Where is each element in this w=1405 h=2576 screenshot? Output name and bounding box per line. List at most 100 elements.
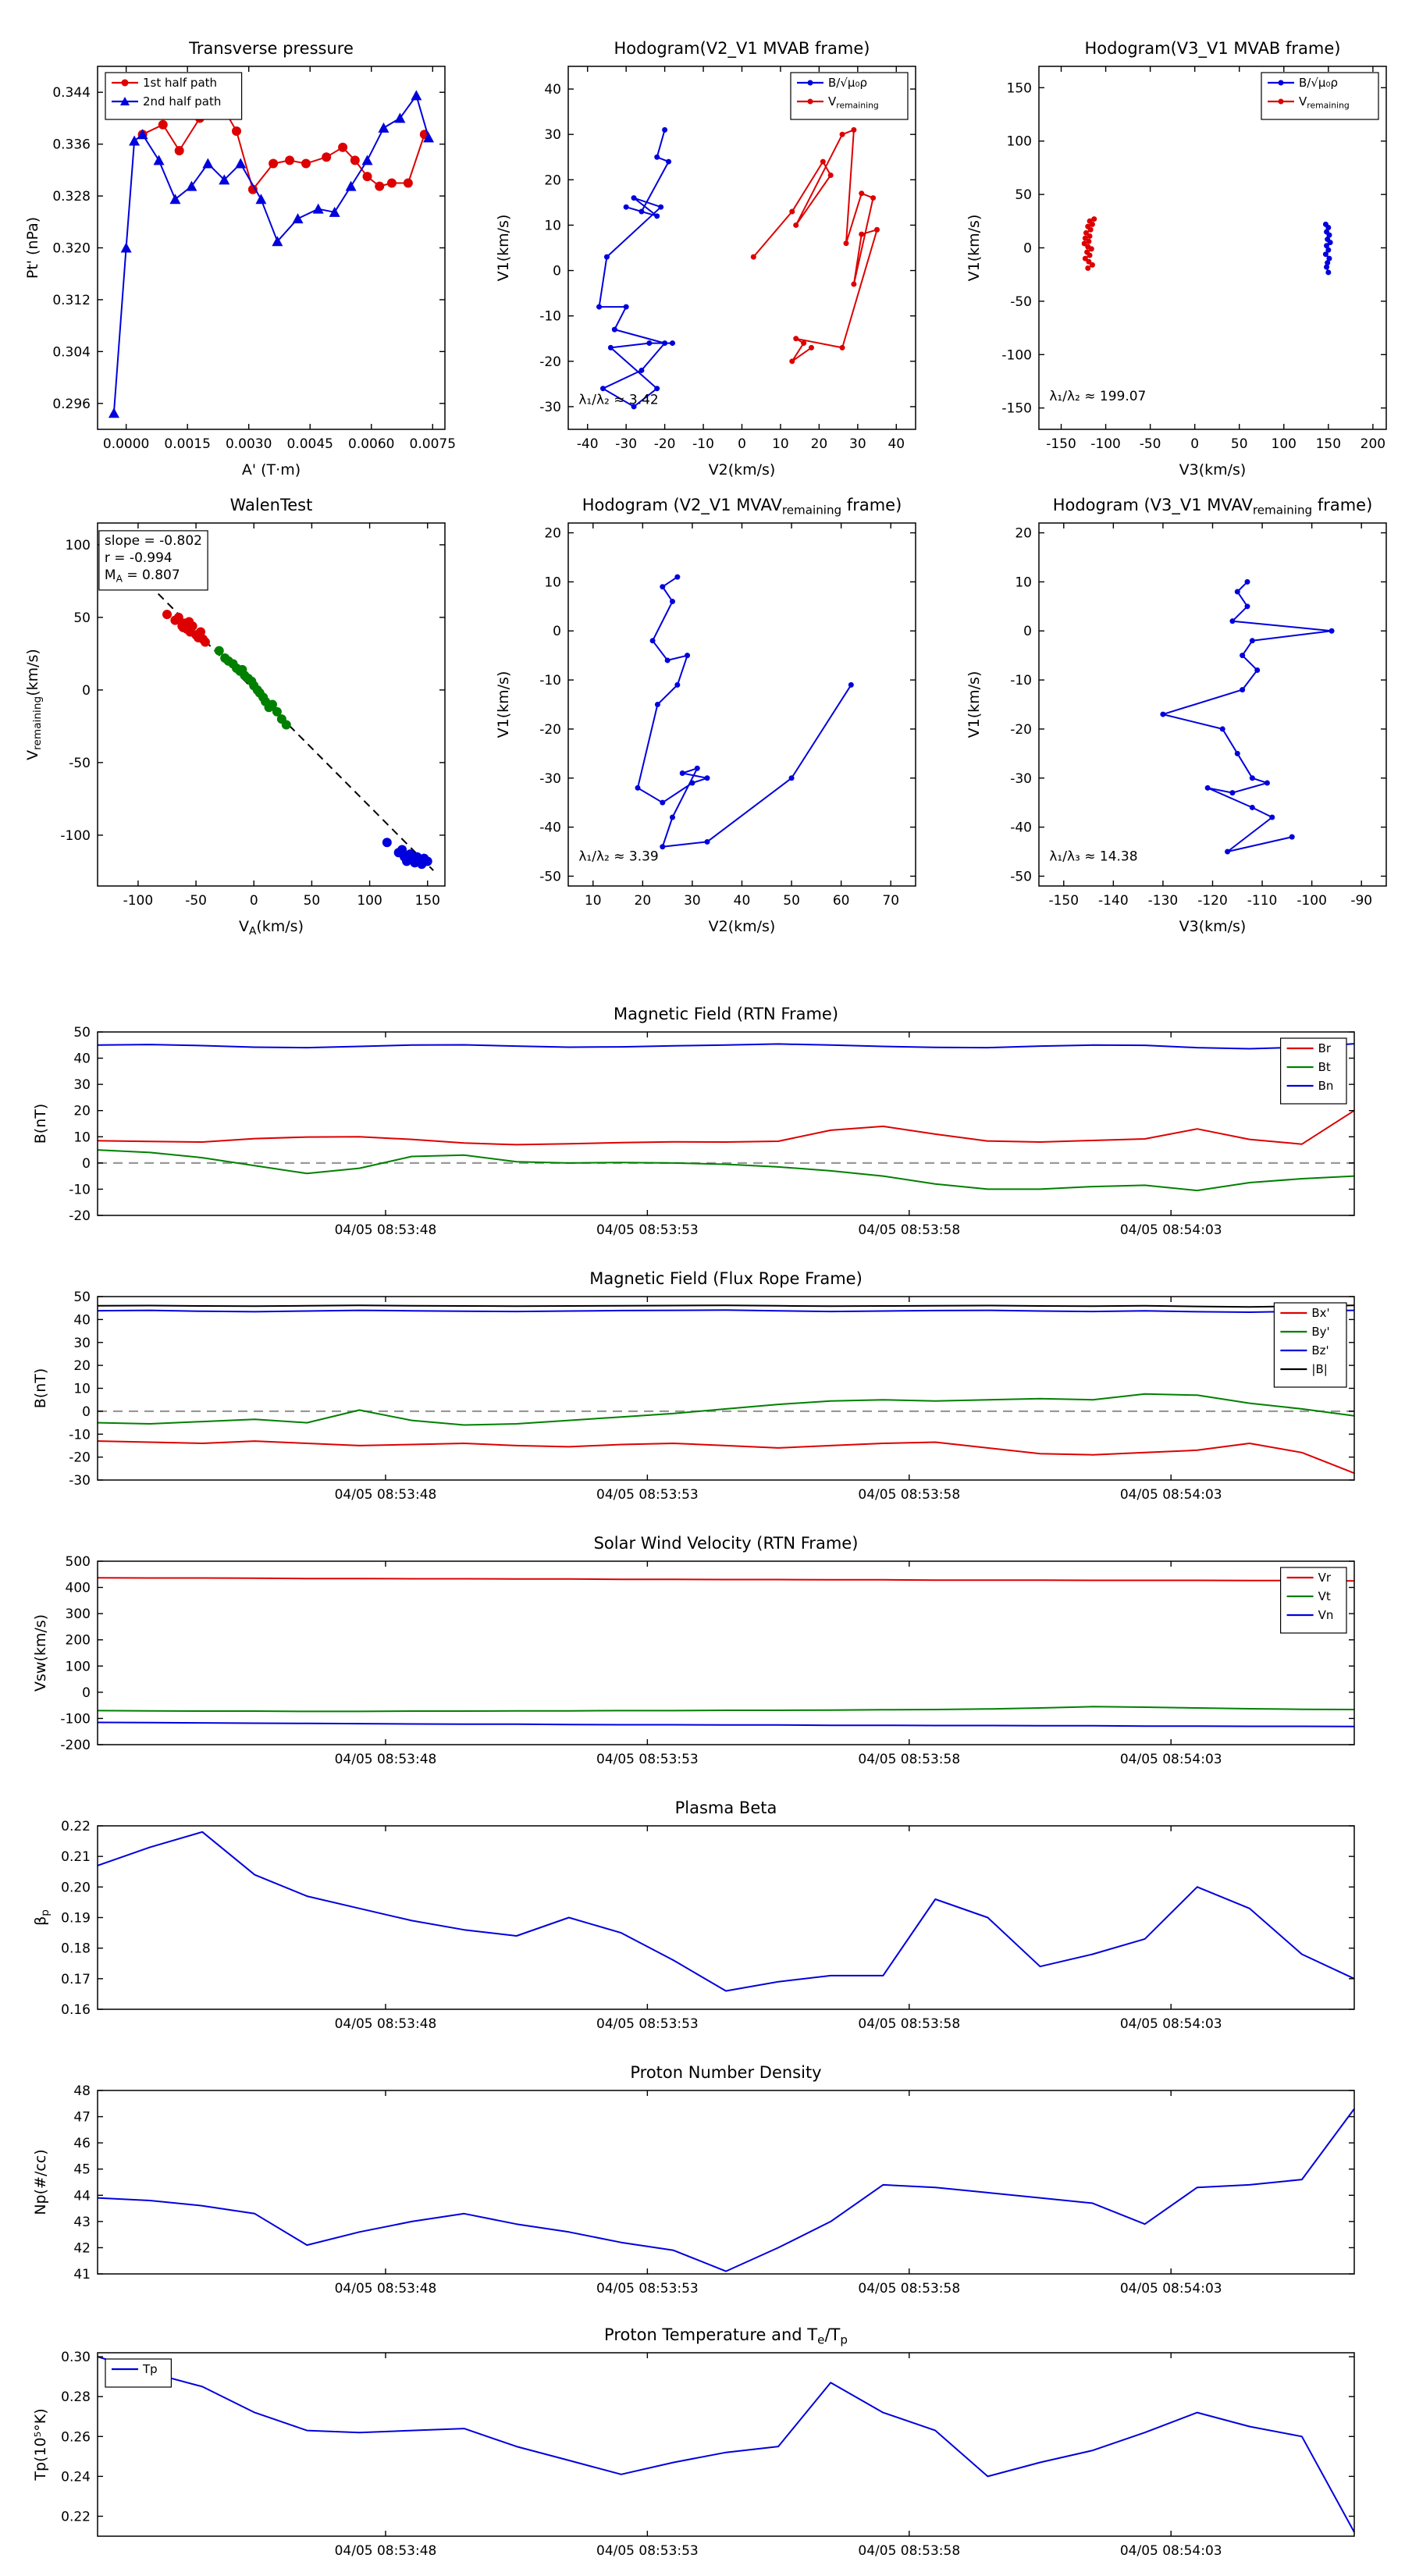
y-tick-label: 0.22: [61, 2509, 91, 2524]
x-tick-label: 04/05 08:53:48: [335, 1752, 437, 1767]
x-tick-label: 04/05 08:53:53: [596, 2543, 699, 2559]
y-tick-label: 0.22: [61, 1819, 91, 1834]
x-tick-label: 0.0015: [164, 436, 210, 452]
y-tick-label: 30: [73, 1336, 91, 1351]
x-tick-label: 30: [849, 436, 866, 452]
x-axis-label: V2(km/s): [709, 461, 776, 479]
y-axis-label: V1(km/s): [495, 215, 512, 282]
panel-title: Proton Temperature and Te/Tp: [604, 2325, 848, 2347]
x-tick-label: 0.0030: [226, 436, 272, 452]
legend: Bx' By' Bz' |B|: [1273, 1302, 1347, 1388]
legend: 1st half path 2nd half path: [105, 72, 243, 120]
y-tick-label: 0: [82, 683, 91, 699]
y-tick-label: -30: [69, 1473, 91, 1489]
series-first-half-path: [137, 91, 429, 194]
axes-frame: [97, 2090, 1355, 2275]
x-tick-label: 04/05 08:53:58: [858, 1752, 960, 1767]
panel-title: Solar Wind Velocity (RTN Frame): [594, 1534, 859, 1553]
x-tick-label: 20: [635, 893, 652, 909]
y-tick-label: 0.336: [52, 137, 91, 153]
panel-title: Magnetic Field (Flux Rope Frame): [589, 1269, 863, 1288]
y-tick-label: 0.18: [61, 1941, 91, 1957]
legend: Vr Vt Vn: [1279, 1567, 1347, 1634]
x-tick-label: -140: [1098, 893, 1129, 909]
y-tick-label: 20: [73, 1358, 91, 1374]
x-tick-label: 30: [684, 893, 701, 909]
y-tick-label: 44: [73, 2188, 91, 2204]
y-tick-label: 0: [82, 1685, 91, 1701]
x-tick-label: 04/05 08:54:03: [1120, 1487, 1222, 1503]
annotation-text: r = -0.994: [105, 550, 173, 566]
x-tick-label: 04/05 08:54:03: [1120, 2016, 1222, 2032]
x-tick-label: 0.0075: [410, 436, 456, 452]
y-tick-label: 10: [73, 1130, 91, 1145]
x-tick-label: 50: [304, 893, 321, 909]
series-Vn: [97, 1721, 1355, 1727]
x-tick-label: 04/05 08:53:48: [335, 2543, 437, 2559]
x-tick-label: 04/05 08:53:53: [596, 1222, 699, 1238]
x-tick-label: -50: [1140, 436, 1161, 452]
y-tick-label: -50: [1010, 294, 1032, 310]
y-axis-label: Np(#/cc): [32, 2149, 49, 2215]
axes-frame: [97, 1031, 1355, 1216]
x-axis-label: V3(km/s): [1179, 918, 1247, 935]
y-tick-label: 45: [73, 2162, 91, 2178]
series-second-half-path: [108, 90, 435, 418]
y-tick-label: -40: [1010, 820, 1032, 836]
series-v-hodogram: [635, 574, 854, 850]
x-tick-label: 0: [738, 436, 746, 452]
y-tick-label: -10: [69, 1427, 91, 1443]
y-tick-label: -50: [539, 869, 561, 884]
np-chart: 04/05 08:53:48 04/05 08:53:53 04/05 08:53:…: [32, 2063, 1355, 2297]
y-tick-label: -30: [539, 400, 561, 415]
y-tick-label: 0.344: [52, 85, 91, 101]
x-tick-label: 40: [734, 893, 751, 909]
y-tick-label: 300: [66, 1606, 91, 1622]
x-axis-label: A' (T·m): [242, 461, 301, 479]
x-tick-label: -110: [1247, 893, 1278, 909]
x-axis-label: VA(km/s): [239, 918, 304, 938]
legend-label: 2nd half path: [143, 94, 221, 109]
y-tick-label: 50: [73, 610, 91, 626]
panel-title: WalenTest: [230, 496, 313, 514]
panel-magnetic-field-fluxrope: 04/05 08:53:48 04/05 08:53:53 04/05 08:53:…: [31, 1264, 1374, 1517]
y-tick-label: 0.320: [52, 241, 91, 257]
y-tick-label: 100: [66, 538, 91, 553]
panel-title: Hodogram (V3_V1 MVAVremaining frame): [1053, 496, 1373, 518]
y-tick-label: -20: [1010, 722, 1032, 738]
y-tick-label: -150: [1001, 401, 1032, 417]
series-b-cluster: [1322, 221, 1333, 276]
x-axis-label: V3(km/s): [1179, 461, 1247, 479]
y-tick-label: -30: [1010, 771, 1032, 787]
y-tick-label: 100: [1007, 134, 1032, 150]
y-axis-label: V1(km/s): [966, 215, 983, 282]
legend-label: |B|: [1311, 1362, 1327, 1376]
x-tick-label: -30: [615, 436, 637, 452]
y-tick-label: 0: [1023, 241, 1032, 257]
y-tick-label: 10: [544, 218, 561, 233]
y-tick-label: 0: [553, 624, 561, 639]
series-Br: [97, 1109, 1355, 1146]
legend-label: Bx': [1311, 1306, 1329, 1320]
x-tick-label: 50: [783, 893, 800, 909]
hodo_v3v1_mvab-chart: -150 -100 -50 0 50 100 150 200 -150 -100 -50 0 50 100…: [966, 39, 1387, 479]
y-tick-label: 0: [553, 264, 561, 279]
x-tick-label: 150: [1316, 436, 1341, 452]
y-tick-label: -10: [539, 673, 561, 688]
y-axis-label: Vsw(km/s): [32, 1614, 49, 1692]
panel-hodogram-v2v1-mvav: 10 20 30 40 50 60 70 -50 -40 -30 -20 -10 0 10 20 Hodogr…: [494, 484, 927, 941]
panel-title: Plasma Beta: [675, 1799, 777, 1817]
series-walen-red-cluster: [162, 610, 210, 647]
x-tick-label: 50: [1231, 436, 1248, 452]
walen-chart: -100 -50 0 50 100 150 -100 -50 0 50 100 WalenTest VA…: [24, 496, 446, 938]
y-tick-label: -10: [539, 309, 561, 325]
x-tick-label: 40: [887, 436, 905, 452]
b_rtn-chart: 04/05 08:53:48 04/05 08:53:53 04/05 08:53:…: [32, 1005, 1355, 1238]
series-walen-green-cluster: [214, 646, 291, 730]
legend-label: B/√μ₀ρ: [1299, 76, 1338, 90]
y-tick-label: -20: [539, 354, 561, 370]
legend-label: Vremaining: [828, 94, 879, 110]
x-tick-label: -100: [1297, 893, 1327, 909]
y-tick-label: -50: [69, 756, 91, 771]
